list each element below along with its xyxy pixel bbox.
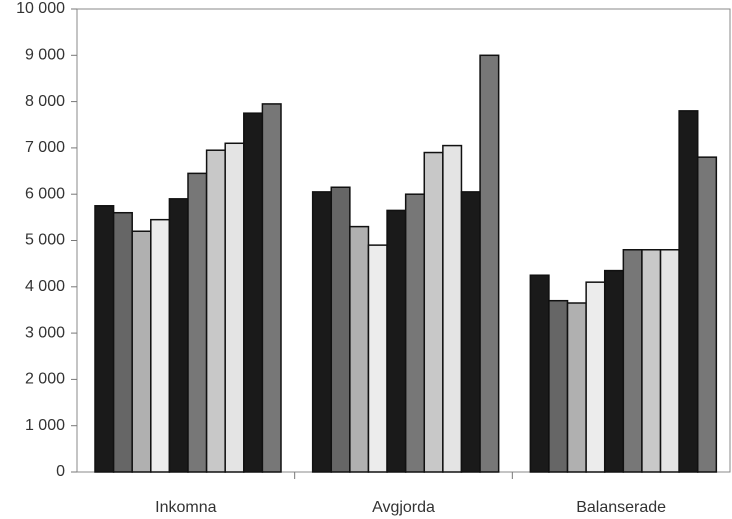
bar bbox=[442, 144, 463, 473]
bar bbox=[243, 112, 264, 473]
y-tick-label: 4 000 bbox=[25, 278, 65, 295]
x-tick-label: Avgjorda bbox=[372, 499, 435, 516]
bar bbox=[423, 151, 444, 473]
bar bbox=[585, 281, 606, 473]
y-tick-label: 0 bbox=[56, 463, 65, 480]
bar bbox=[622, 249, 643, 473]
y-tick-label: 3 000 bbox=[25, 324, 65, 341]
bar bbox=[603, 269, 625, 473]
bar bbox=[678, 110, 699, 473]
bar bbox=[150, 218, 171, 473]
bar bbox=[205, 149, 226, 473]
x-tick-label: Inkomna bbox=[155, 499, 216, 516]
bar bbox=[330, 186, 351, 473]
bar bbox=[696, 156, 718, 473]
bar bbox=[112, 211, 133, 473]
bar bbox=[367, 244, 388, 473]
y-tick-label: 1 000 bbox=[25, 417, 65, 434]
bar bbox=[224, 142, 245, 473]
y-tick-label: 5 000 bbox=[25, 232, 65, 249]
bar bbox=[187, 172, 208, 473]
bar bbox=[479, 54, 500, 473]
bar bbox=[386, 209, 407, 473]
bar bbox=[659, 249, 680, 473]
bar bbox=[94, 205, 115, 473]
bar bbox=[641, 249, 662, 473]
bar bbox=[404, 193, 426, 473]
x-tick-label: Balanserade bbox=[576, 499, 666, 516]
y-tick-label: 6 000 bbox=[25, 185, 65, 202]
y-tick-label: 7 000 bbox=[25, 139, 65, 156]
y-tick-label: 9 000 bbox=[25, 47, 65, 64]
bar bbox=[566, 302, 587, 473]
y-tick-label: 10 000 bbox=[16, 0, 65, 17]
bar bbox=[349, 225, 370, 473]
y-tick-label: 8 000 bbox=[25, 93, 65, 110]
bar bbox=[548, 299, 569, 473]
bar bbox=[460, 191, 481, 473]
bar bbox=[131, 230, 152, 473]
y-tick-label: 2 000 bbox=[25, 371, 65, 388]
bar bbox=[311, 191, 333, 473]
bar bbox=[529, 274, 550, 473]
bar bbox=[261, 103, 282, 473]
bar bbox=[168, 198, 189, 473]
